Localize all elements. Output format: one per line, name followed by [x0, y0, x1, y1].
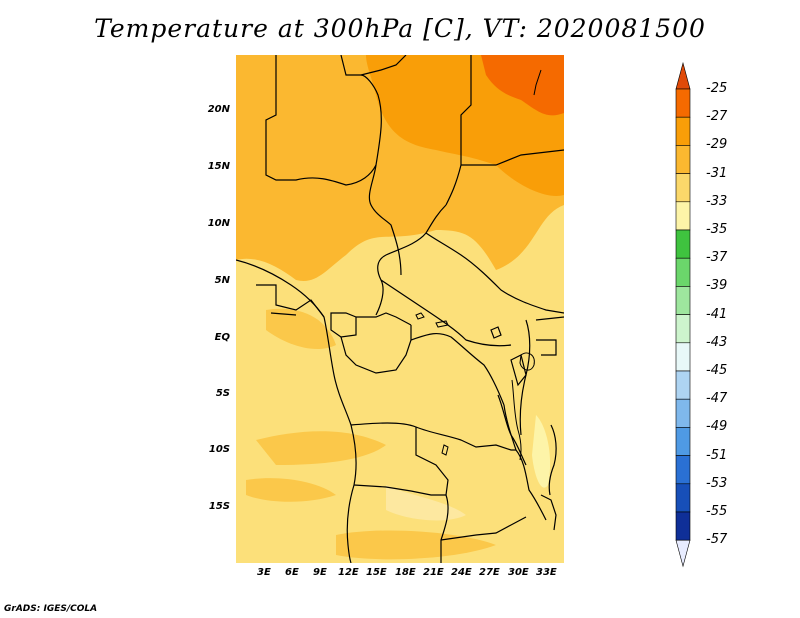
lon-label-27e: 27E — [479, 567, 500, 578]
colorbar-box — [675, 173, 691, 203]
colorbar-box — [675, 398, 691, 428]
contour-minus-27 — [481, 55, 564, 116]
lat-label-10n: 10N — [207, 218, 230, 229]
colorbar-box — [675, 483, 691, 513]
lat-label-10s: 10S — [208, 444, 230, 455]
colorbar-box — [675, 511, 691, 541]
colorbar-label: -31 — [706, 165, 728, 181]
colorbar-box — [675, 257, 691, 287]
lon-label-18e: 18E — [395, 567, 416, 578]
colorbar-box — [675, 370, 691, 400]
colorbar-label: -51 — [706, 447, 728, 463]
contour-minus-35-south — [386, 485, 466, 521]
lakes — [415, 69, 542, 461]
colorbar-label: -43 — [706, 334, 728, 350]
colorbar-label: -29 — [706, 137, 728, 153]
lat-label-eq: EQ — [214, 332, 230, 343]
colorbar-box — [675, 201, 691, 231]
colorbar-label: -41 — [706, 306, 728, 322]
colorbar-box — [675, 116, 691, 146]
credit-text: GrADS: IGES/COLA — [4, 604, 98, 614]
colorbar-label: -37 — [706, 250, 728, 266]
lon-label-15e: 15E — [366, 567, 387, 578]
colorbar-box — [675, 427, 691, 456]
colorbar-label: -45 — [706, 363, 728, 378]
lat-label-15n: 15N — [207, 161, 230, 172]
colorbar-boxes — [675, 61, 691, 568]
lon-label-24e: 24E — [451, 567, 472, 578]
temperature-field — [236, 55, 564, 563]
lon-label-3e: 3E — [257, 567, 271, 578]
colorbar-label: -57 — [706, 532, 728, 548]
colorbar-box — [675, 314, 691, 344]
lon-label-21e: 21E — [423, 567, 444, 578]
contour-minus-31-southwest — [246, 478, 336, 502]
colorbar-label: -53 — [706, 475, 728, 491]
colorbar-box — [675, 342, 691, 372]
lon-label-6e: 6E — [285, 567, 299, 578]
colorbar-label: -39 — [706, 278, 728, 294]
colorbar-box — [675, 229, 691, 259]
contour-minus-31-equator — [266, 308, 336, 350]
lat-label-20n: 20N — [207, 104, 230, 115]
lat-label-5s: 5S — [215, 388, 230, 399]
colorbar-label: -27 — [706, 109, 728, 125]
lon-label-9e: 9E — [313, 567, 327, 578]
colorbar-label: -55 — [706, 504, 728, 519]
colorbar-label: -35 — [706, 222, 728, 237]
map-title: Temperature at 300hPa [C], VT: 202008150… — [94, 14, 706, 43]
lon-label-12e: 12E — [338, 567, 359, 578]
colorbar-box — [675, 88, 691, 118]
map-panel — [236, 55, 564, 563]
lat-label-5n: 5N — [214, 275, 230, 286]
colorbar-label: -49 — [706, 419, 728, 435]
colorbar-label: -47 — [706, 391, 728, 407]
colorbar-arrow-bottom — [675, 539, 691, 568]
lon-label-30e: 30E — [508, 567, 529, 578]
colorbar-label: -33 — [706, 193, 728, 209]
lat-label-15s: 15S — [208, 501, 230, 512]
colorbar-box — [675, 286, 691, 315]
colorbar-box — [675, 145, 691, 174]
colorbar-arrow-top — [675, 61, 691, 90]
contour-minus-35-east — [532, 415, 551, 488]
colorbar-label: -25 — [706, 81, 728, 96]
colorbar-box — [675, 455, 691, 485]
lon-label-33e: 33E — [536, 567, 557, 578]
